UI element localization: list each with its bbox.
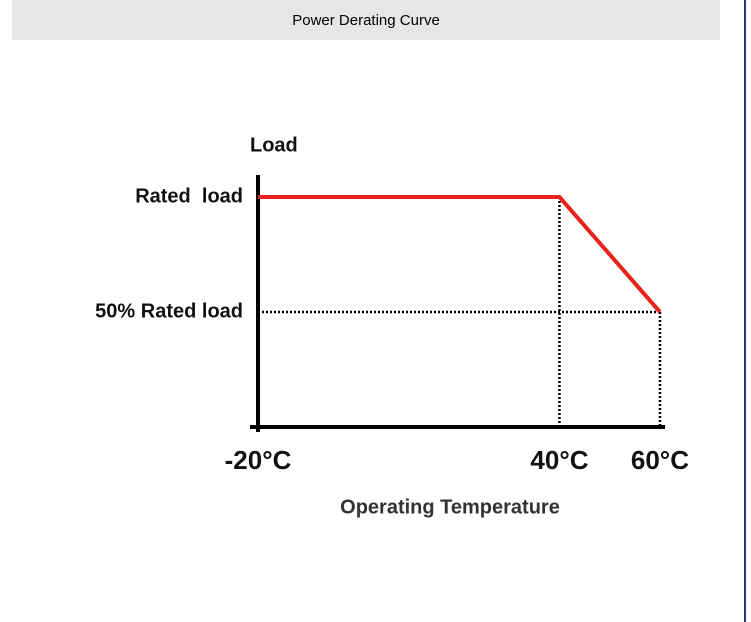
derating-line (258, 195, 662, 314)
header-title: Power Derating Curve (292, 12, 440, 29)
y-tick-label: Rated load (135, 185, 243, 207)
header-bar (12, 0, 720, 40)
x-axis-label: Operating Temperature (340, 496, 560, 518)
x-tick-label: 60°C (631, 445, 689, 475)
y-axis-label: Load (250, 134, 298, 156)
y-tick-label: 50% Rated load (95, 300, 243, 322)
x-tick-label: -20°C (225, 445, 292, 475)
x-tick-label: 40°C (530, 445, 588, 475)
